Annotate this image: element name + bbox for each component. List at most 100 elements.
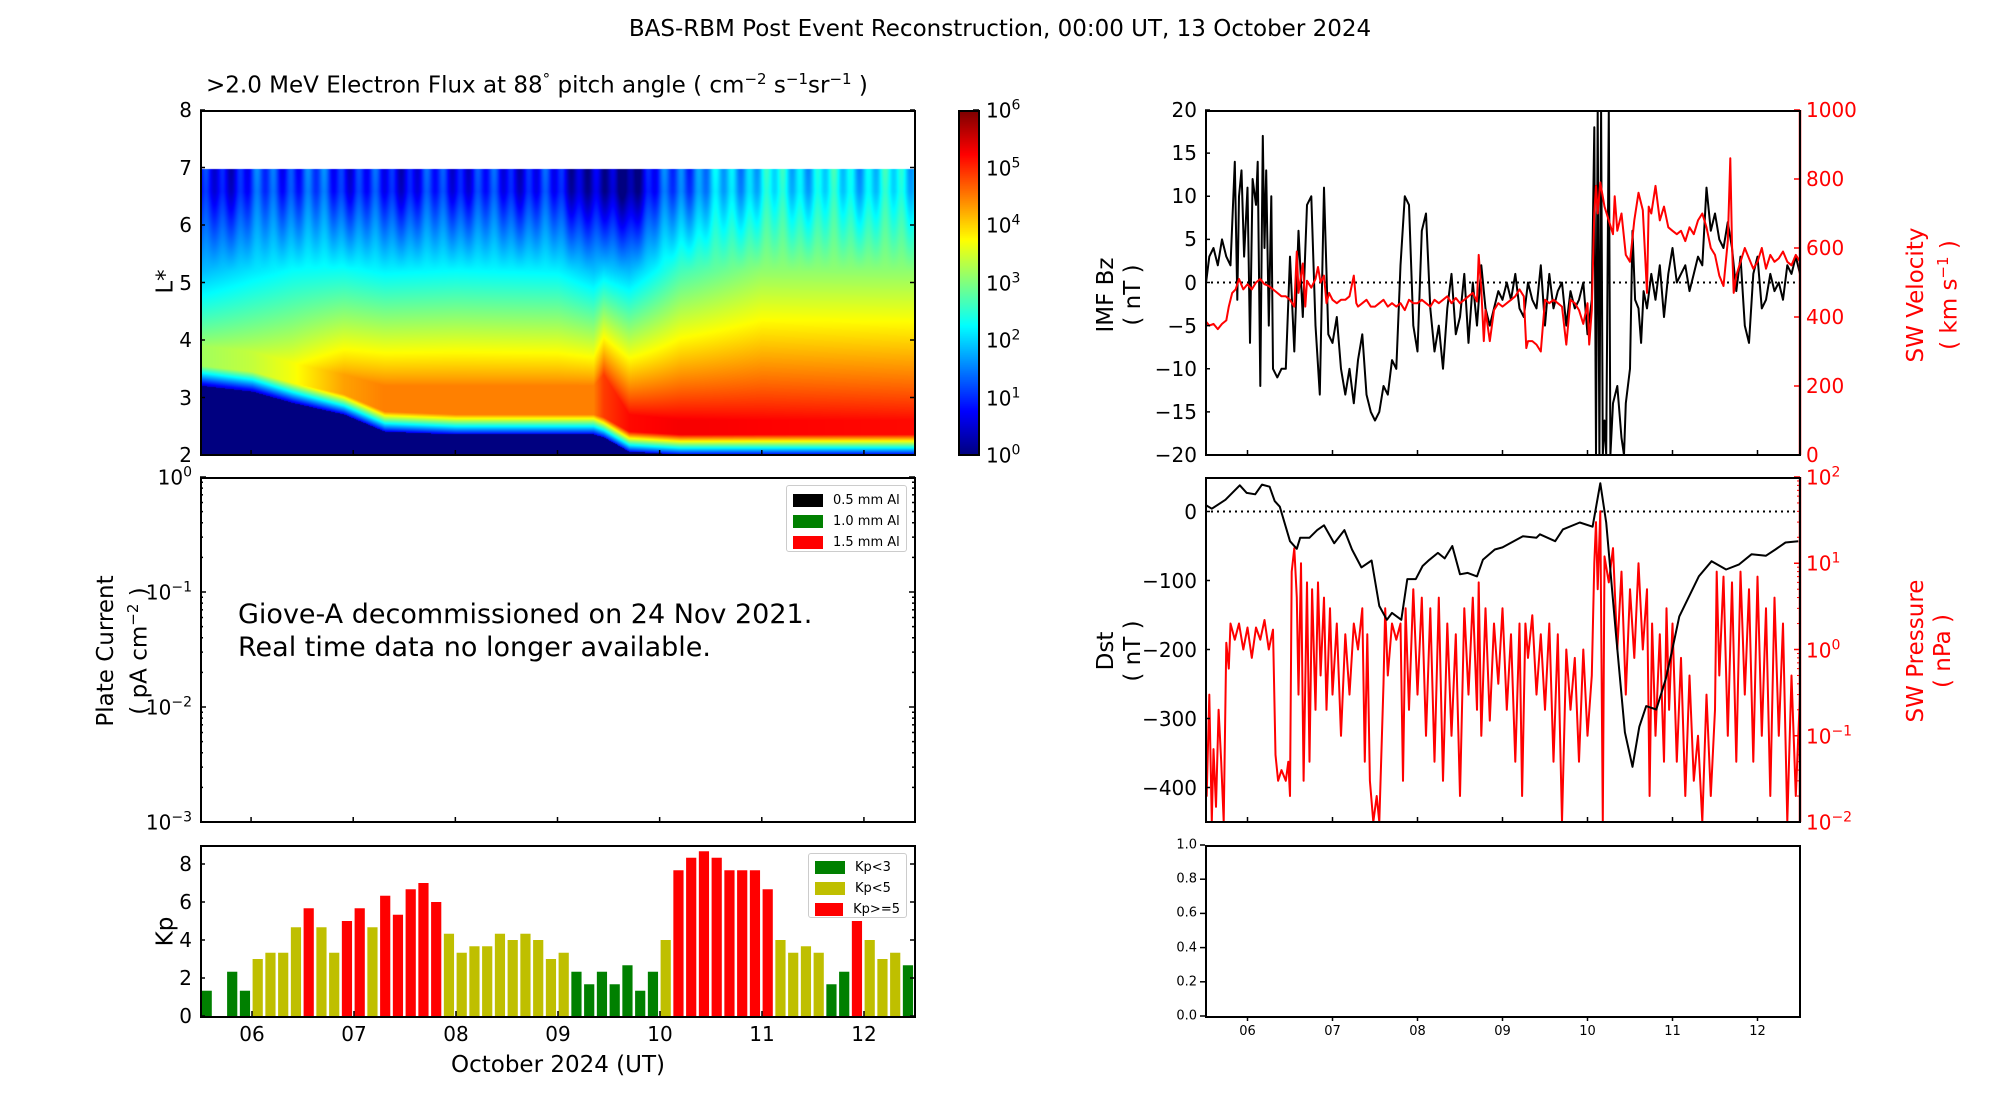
kp-bar [622, 965, 633, 1016]
sw-pressure-tick-label: 101 [1806, 551, 1840, 576]
kp-bar [584, 984, 595, 1016]
kp-x-tick-label: 11 [749, 1022, 775, 1046]
sw-pressure-tick-label: 10−2 [1806, 810, 1852, 835]
tick-base: 10 [986, 270, 1012, 295]
empty-panel-frame [1205, 845, 1801, 1018]
kp-bar [737, 870, 748, 1016]
empty-x-tick-label: 09 [1494, 1024, 1511, 1039]
imf-y-tick-label: 15 [1171, 141, 1197, 166]
colorbar-gradient [959, 111, 979, 455]
legend-label: Kp>=5 [853, 902, 900, 917]
notice-line: Real time data no longer available. [238, 632, 712, 663]
sw-velocity-tick-label: 800 [1806, 167, 1845, 191]
kp-bar [762, 889, 773, 1016]
empty-y-tick-label: 0.4 [1176, 940, 1197, 956]
sw-pressure-line [1205, 510, 1800, 822]
empty-y-tick-label: 0.8 [1176, 871, 1197, 887]
empty-x-tick-label: 12 [1749, 1024, 1766, 1039]
tick-base: 10 [157, 465, 184, 490]
kp-bar [252, 959, 263, 1016]
kp-bar [826, 984, 837, 1016]
kp-bar [711, 857, 722, 1016]
legend-item: 0.5 mm Al [793, 490, 900, 511]
legend-swatch [793, 494, 823, 507]
tick-exp: −1 [171, 579, 192, 596]
plate-y-tick-label: 10−1 [146, 580, 192, 605]
kp-x-tick-label: 06 [239, 1022, 265, 1046]
tick-exp: 3 [1011, 270, 1021, 287]
tick-base: 10 [145, 695, 172, 720]
legend-item: 1.0 mm Al [793, 511, 900, 532]
kp-bar [800, 946, 812, 1016]
plate-y-tick-label: 10−3 [146, 810, 192, 835]
tick-exp: −3 [171, 809, 192, 826]
empty-x-tick-label: 07 [1324, 1024, 1341, 1039]
sw-velocity-tick-label: 0 [1806, 443, 1819, 467]
flux-y-tick-label: 3 [179, 385, 192, 410]
flux-y-tick-label: 7 [179, 155, 192, 180]
title-exp: −2 [744, 70, 767, 88]
kp-x-tick-label: 08 [443, 1022, 469, 1046]
tick-exp: 4 [1011, 212, 1021, 229]
legend-swatch [815, 861, 845, 874]
tick-base: 10 [986, 443, 1012, 468]
colorbar-tick-label: 104 [986, 213, 1020, 238]
imf-y-tick-label: −5 [1167, 313, 1197, 338]
tick-exp: −2 [171, 694, 192, 711]
empty-y-tick-label: 0.2 [1176, 974, 1197, 990]
kp-bar [851, 921, 863, 1016]
legend-label: 1.5 mm Al [833, 535, 900, 550]
tick-exp: −2 [1831, 809, 1853, 826]
legend-label: Kp<3 [855, 860, 891, 875]
kp-bar [418, 883, 429, 1016]
legend-label: Kp<5 [855, 881, 891, 896]
kp-bar [265, 952, 276, 1016]
imf-y-tick-label: 10 [1171, 184, 1197, 209]
kp-bar [647, 971, 659, 1016]
kp-bar [443, 933, 455, 1016]
imf-y-tick-label: −15 [1154, 399, 1197, 424]
tick-base: 10 [145, 810, 172, 835]
empty-x-tick-label: 08 [1409, 1024, 1426, 1039]
title-exp: −1 [829, 70, 852, 88]
plate-y-tick-label: 10−2 [146, 695, 192, 720]
imf-y-tick-label: 20 [1171, 98, 1197, 122]
flux-heatmap [201, 111, 915, 455]
legend-swatch [815, 882, 845, 895]
kp-bar [902, 965, 914, 1016]
empty-x-tick-label: 06 [1239, 1024, 1256, 1039]
kp-bar [494, 933, 506, 1016]
title-text: pitch angle ( cm [550, 72, 745, 99]
legend-item: 1.5 mm Al [793, 532, 900, 553]
title-text: ) [851, 72, 868, 99]
kp-x-tick-label: 09 [545, 1022, 571, 1046]
kp-bar [239, 990, 251, 1016]
flux-y-tick-label: 2 [179, 443, 192, 467]
kp-bar [660, 940, 671, 1016]
kp-bar [813, 952, 824, 1016]
tick-exp: 0 [183, 464, 192, 481]
kp-bar [839, 971, 850, 1016]
tick-exp: 5 [1011, 155, 1021, 172]
tick-base: 10 [1806, 551, 1832, 576]
sw-velocity-line [1205, 157, 1800, 353]
colorbar-tick-label: 105 [986, 155, 1020, 180]
kp-bar [609, 984, 620, 1016]
empty-y-tick-label: 0.6 [1176, 905, 1197, 921]
empty-x-tick-label: 10 [1579, 1024, 1596, 1039]
kp-bar [405, 889, 416, 1016]
tick-base: 10 [1806, 724, 1832, 749]
kp-bar [864, 940, 875, 1016]
kp-y-tick-label: 0 [179, 1004, 192, 1028]
colorbar-tick-label: 106 [986, 98, 1020, 123]
plate-panel-frame [200, 477, 916, 823]
kp-bar [354, 908, 365, 1016]
decommission-notice: Giove-A decommissioned on 24 Nov 2021. R… [238, 598, 812, 664]
kp-bar [431, 902, 442, 1016]
kp-x-tick-label: 12 [851, 1022, 877, 1046]
flux-panel-title: >2.0 MeV Electron Flux at 88° pitch angl… [206, 70, 868, 99]
legend-swatch [793, 536, 823, 549]
dst-y-tick-label: −400 [1142, 775, 1197, 800]
imf-y-tick-label: −20 [1154, 443, 1197, 467]
